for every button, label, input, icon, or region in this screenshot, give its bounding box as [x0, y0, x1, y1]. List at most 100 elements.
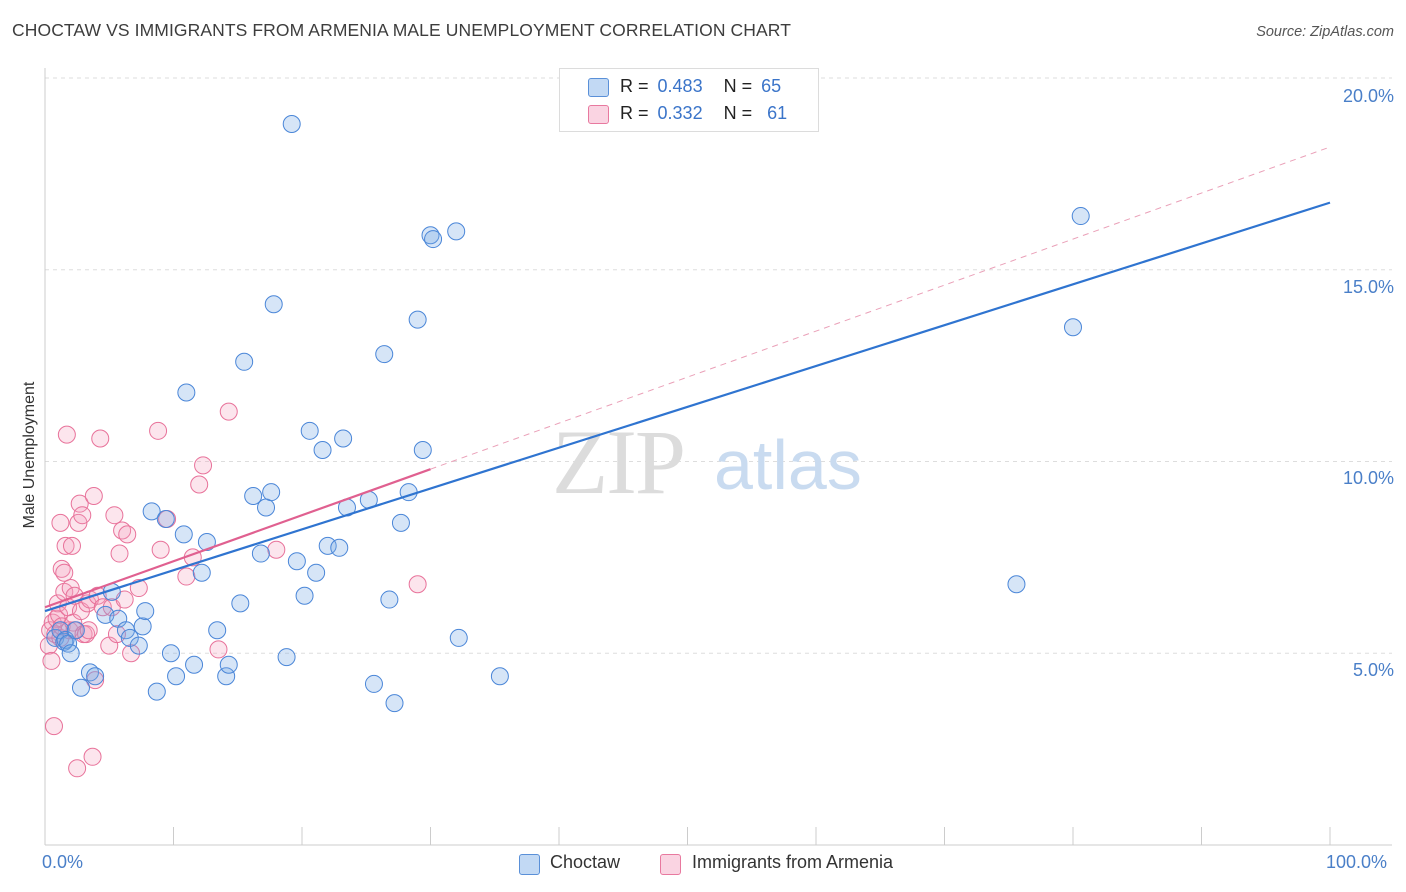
point-armenia [62, 536, 81, 555]
y-tick-label-15: 15.0% [1342, 277, 1394, 297]
point-armenia [57, 425, 76, 444]
trend-lines [44, 201, 1331, 613]
point-choctaw [330, 538, 349, 557]
stats-legend: R = 0.483 N = 65 R = 0.332 N = 61 [559, 68, 819, 132]
point-choctaw [380, 590, 399, 609]
point-armenia [149, 421, 168, 440]
point-armenia [83, 747, 102, 766]
point-choctaw [244, 487, 263, 506]
point-armenia [70, 494, 89, 513]
point-armenia [129, 579, 148, 598]
point-choctaw [161, 644, 180, 663]
point-choctaw [300, 421, 319, 440]
point-choctaw [219, 655, 238, 674]
point-choctaw [156, 510, 175, 529]
legend-swatch-choctaw-bottom [519, 854, 540, 875]
x-tick-label-max: 100.0% [1326, 852, 1388, 872]
point-choctaw [197, 533, 216, 552]
point-choctaw [251, 544, 270, 563]
legend-n-value: 65 [761, 76, 782, 96]
legend-n-label: N = [723, 103, 753, 123]
point-choctaw [231, 594, 250, 613]
point-armenia [177, 567, 196, 586]
point-choctaw [235, 352, 254, 371]
point-choctaw [334, 429, 353, 448]
y-axis-label: Male Unemployment [21, 381, 38, 529]
y-tick-label-20: 20.0% [1342, 86, 1394, 106]
point-choctaw [208, 621, 227, 640]
point-choctaw [385, 694, 404, 713]
point-armenia [105, 506, 124, 525]
point-choctaw [86, 667, 105, 686]
point-armenia [84, 487, 103, 506]
point-choctaw [1007, 575, 1026, 594]
point-choctaw [408, 310, 427, 329]
watermark-zip: ZIP [552, 411, 684, 513]
point-armenia [44, 717, 63, 736]
point-armenia [73, 506, 92, 525]
point-armenia [55, 563, 74, 582]
point-choctaw [391, 513, 410, 532]
point-choctaw [129, 636, 148, 655]
point-choctaw [51, 621, 70, 640]
legend-r-value: 0.483 [657, 76, 703, 96]
point-armenia [91, 429, 110, 448]
point-armenia [122, 644, 141, 663]
legend-swatch-armenia-bottom [660, 854, 681, 875]
point-choctaw [282, 115, 301, 134]
point-armenia [68, 759, 87, 778]
legend-swatch-armenia [588, 105, 609, 124]
point-choctaw [262, 483, 281, 502]
point-armenia [267, 540, 286, 559]
legend-n-label: N = [723, 76, 753, 96]
point-choctaw [1071, 207, 1090, 226]
point-choctaw [264, 295, 283, 314]
point-choctaw [133, 617, 152, 636]
point-armenia [408, 575, 427, 594]
point-armenia [118, 525, 137, 544]
point-choctaw [277, 648, 296, 667]
trend-line-armenia [44, 468, 431, 609]
point-armenia [56, 536, 75, 555]
point-choctaw [307, 563, 326, 582]
watermark: ZIP atlas [552, 411, 862, 513]
legend-r-label: R = [620, 76, 649, 96]
grid-lines [45, 77, 1392, 654]
legend-n-value: 61 [767, 103, 788, 123]
points-choctaw [46, 115, 1090, 713]
point-choctaw [167, 667, 186, 686]
point-choctaw [185, 655, 204, 674]
legend-swatch-choctaw [588, 78, 609, 97]
source-label: Source: ZipAtlas.com [1256, 24, 1394, 40]
y-tick-label-5: 5.0% [1352, 660, 1394, 680]
point-choctaw [147, 682, 166, 701]
point-choctaw [1064, 318, 1082, 337]
point-armenia [51, 513, 70, 532]
legend-label-choctaw: Choctaw [550, 852, 621, 872]
point-choctaw [174, 525, 193, 544]
point-choctaw [120, 628, 139, 647]
point-choctaw [257, 498, 276, 517]
point-choctaw [71, 678, 90, 697]
point-choctaw [61, 644, 80, 663]
legend-row-choctaw: R = 0.483 N = 65 [620, 76, 781, 97]
point-choctaw [375, 345, 394, 364]
trend-line-armenia-extension [430, 146, 1331, 470]
legend-label-armenia: Immigrants from Armenia [692, 852, 894, 872]
point-choctaw [413, 440, 432, 459]
point-armenia [151, 540, 170, 559]
watermark-atlas: atlas [714, 426, 862, 504]
legend-r-value: 0.332 [657, 103, 703, 123]
legend-row-armenia: R = 0.332 N = 61 [620, 103, 787, 124]
point-choctaw [449, 628, 468, 647]
trend-line-choctaw [44, 201, 1331, 613]
point-armenia [110, 544, 129, 563]
point-armenia [209, 640, 228, 659]
points-armenia [39, 402, 427, 778]
point-armenia [190, 475, 209, 494]
point-choctaw [318, 536, 337, 555]
point-choctaw [424, 230, 443, 249]
point-choctaw [313, 440, 332, 459]
point-armenia [194, 456, 213, 475]
